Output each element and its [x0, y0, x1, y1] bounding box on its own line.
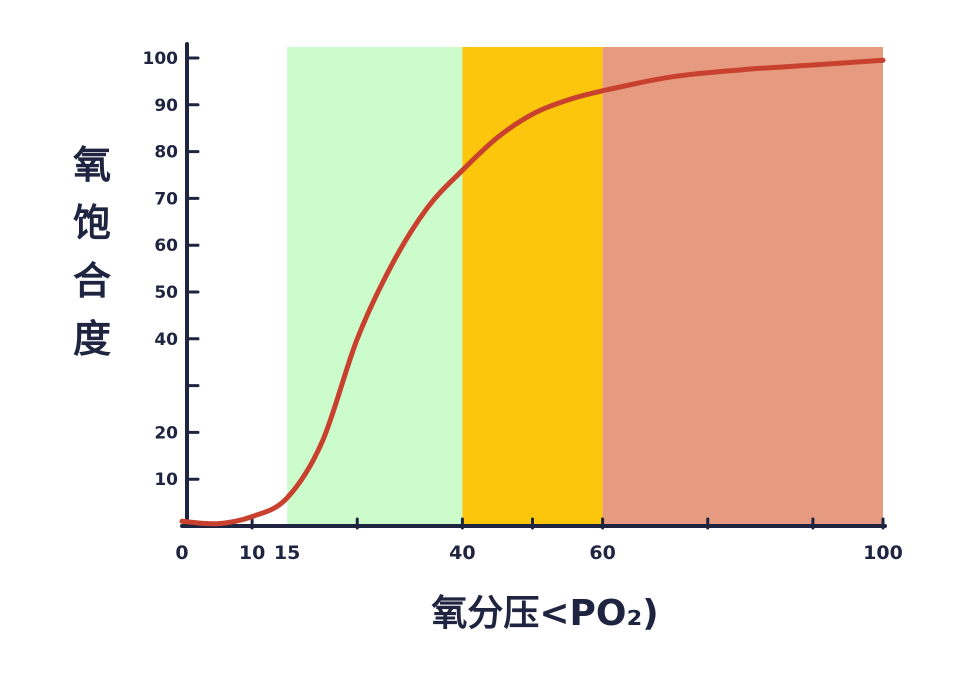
y-tick-label: 80 [154, 143, 178, 163]
y-tick-labels: 10 20 40 50 60 70 80 90 100 [143, 49, 179, 490]
y-tick-label: 60 [154, 236, 178, 256]
tick-marks [185, 56, 885, 530]
series-line-0 [179, 57, 886, 527]
x-tick-label: 60 [589, 542, 615, 564]
shaded-regions [287, 47, 883, 526]
y-tick-label: 90 [154, 96, 178, 116]
x-tick-label: 15 [274, 542, 300, 564]
y-tick-label: 100 [143, 49, 179, 69]
y-tick-label: 20 [154, 423, 178, 443]
x-tick-label: 0 [175, 542, 188, 564]
y-tick-label: 10 [154, 470, 178, 490]
series-layer [179, 57, 886, 527]
x-tick-labels: 0 10 15 40 60 100 [175, 542, 902, 564]
y-axis-label-char: 饱 [73, 201, 111, 245]
y-tick-label: 50 [154, 283, 178, 303]
region-band-0 [287, 47, 463, 526]
y-axis-label-char: 度 [73, 317, 111, 361]
region-band-1 [462, 47, 603, 526]
y-axis-label-char: 合 [73, 259, 111, 303]
x-tick-label: 100 [863, 542, 903, 564]
x-axis-label: 氧分压<PO₂) [431, 593, 658, 634]
y-tick-label: 40 [154, 330, 178, 350]
y-axis-label-char: 氧 [73, 143, 111, 187]
x-tick-label: 40 [449, 542, 475, 564]
y-tick-label: 70 [154, 189, 178, 209]
region-band-2 [602, 47, 883, 526]
x-tick-label: 10 [239, 542, 265, 564]
